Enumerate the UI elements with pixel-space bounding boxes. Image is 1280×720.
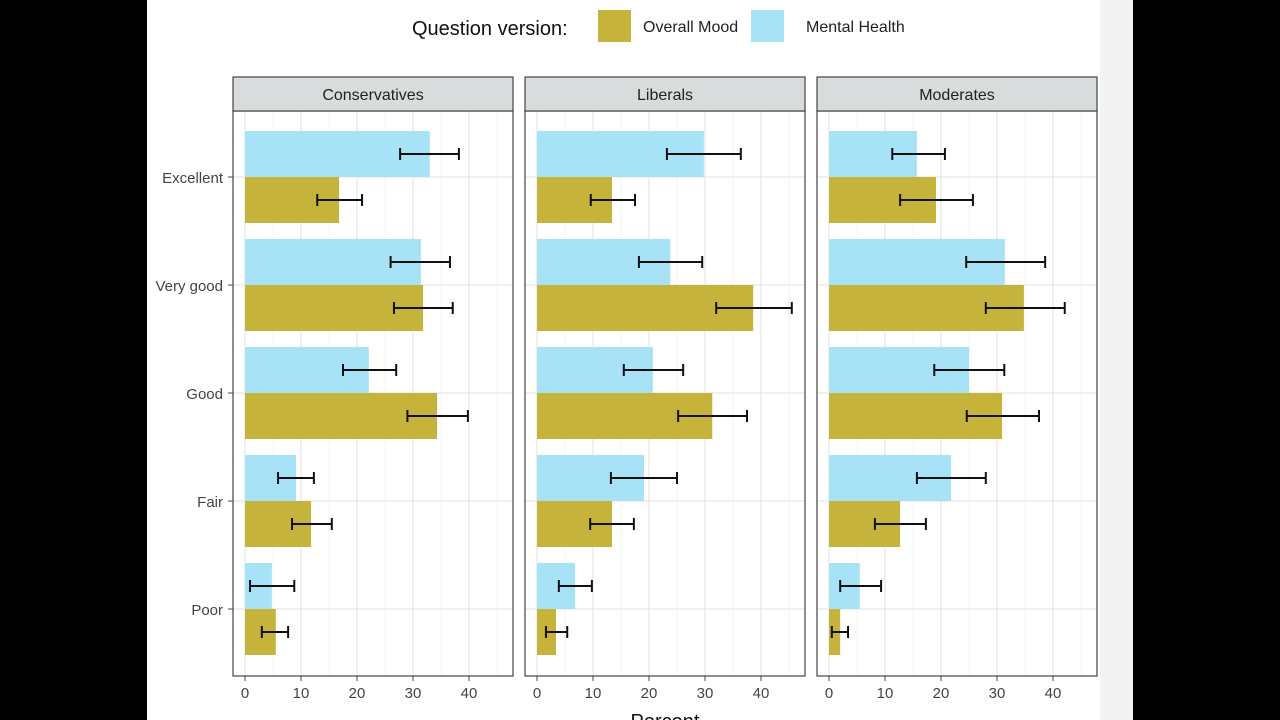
x-tick-label: 30 [405,685,422,702]
x-axis-title: Percent [631,711,700,720]
error-bar [260,626,290,638]
left-letterbox [0,0,147,720]
error-bar [609,472,678,484]
x-tick-label: 10 [877,685,894,702]
error-bar [622,364,685,376]
error-bar [830,626,850,638]
facet-strip [232,76,514,112]
error-bar [915,472,987,484]
y-tick-label: Very good [155,278,223,295]
error-bar [891,148,946,160]
facet-label: Liberals [637,87,693,104]
error-bar [873,518,927,530]
error-bar [677,410,748,422]
facet-label: Conservatives [322,87,423,104]
bar-mental-health-excellent [245,131,430,177]
error-bar [544,626,569,638]
y-tick-label: Good [186,386,223,403]
error-bar [637,256,704,268]
x-tick-label: 40 [461,685,478,702]
error-bar [406,410,469,422]
error-bar [316,194,364,206]
error-bar [557,580,593,592]
legend-label-overall-mood: Overall Mood [643,19,738,36]
error-bar [933,364,1006,376]
x-tick-label: 0 [825,685,833,702]
x-tick-label: 10 [293,685,310,702]
error-bar [392,302,454,314]
error-bar [665,148,742,160]
panel-moderates: Moderates 0 10 20 30 40 [816,76,1098,702]
error-bar [965,410,1040,422]
x-tick-label: 0 [533,685,541,702]
error-bar [277,472,315,484]
legend-title: Question version: [412,18,568,40]
error-bar [342,364,398,376]
x-tick-label: 30 [697,685,714,702]
x-tick-label: 20 [349,685,366,702]
error-bar [965,256,1047,268]
legend-swatch-mental-health [751,10,784,42]
panel-conservatives: Conservatives 0 10 20 30 40 [232,76,514,702]
x-tick-label: 40 [1045,685,1062,702]
error-bar [589,518,635,530]
facet-strip [524,76,806,112]
legend-swatch-overall-mood [598,10,631,42]
y-tick-label: Fair [197,494,223,511]
side-strip [1100,0,1133,720]
error-bar [249,580,296,592]
panel-liberals: Liberals 0 10 20 30 40 [524,76,806,702]
error-bar [389,256,451,268]
error-bar [899,194,974,206]
bar-overall-mood-good [245,393,438,439]
facet-label: Moderates [919,87,995,104]
x-tick-label: 10 [585,685,602,702]
facet-strip [816,76,1098,112]
error-bar [291,518,333,530]
error-bar [399,148,460,160]
y-tick-label: Poor [191,602,223,619]
error-bar [715,302,793,314]
error-bar [589,194,636,206]
x-tick-label: 30 [989,685,1006,702]
error-bar [839,580,883,592]
x-tick-label: 20 [933,685,950,702]
legend-label-mental-health: Mental Health [806,19,905,36]
legend: Question version: Overall Mood Mental He… [412,10,905,42]
error-bar [984,302,1066,314]
x-tick-label: 40 [753,685,770,702]
y-tick-label: Excellent [162,170,224,187]
x-tick-label: 0 [241,685,249,702]
x-tick-label: 20 [641,685,658,702]
